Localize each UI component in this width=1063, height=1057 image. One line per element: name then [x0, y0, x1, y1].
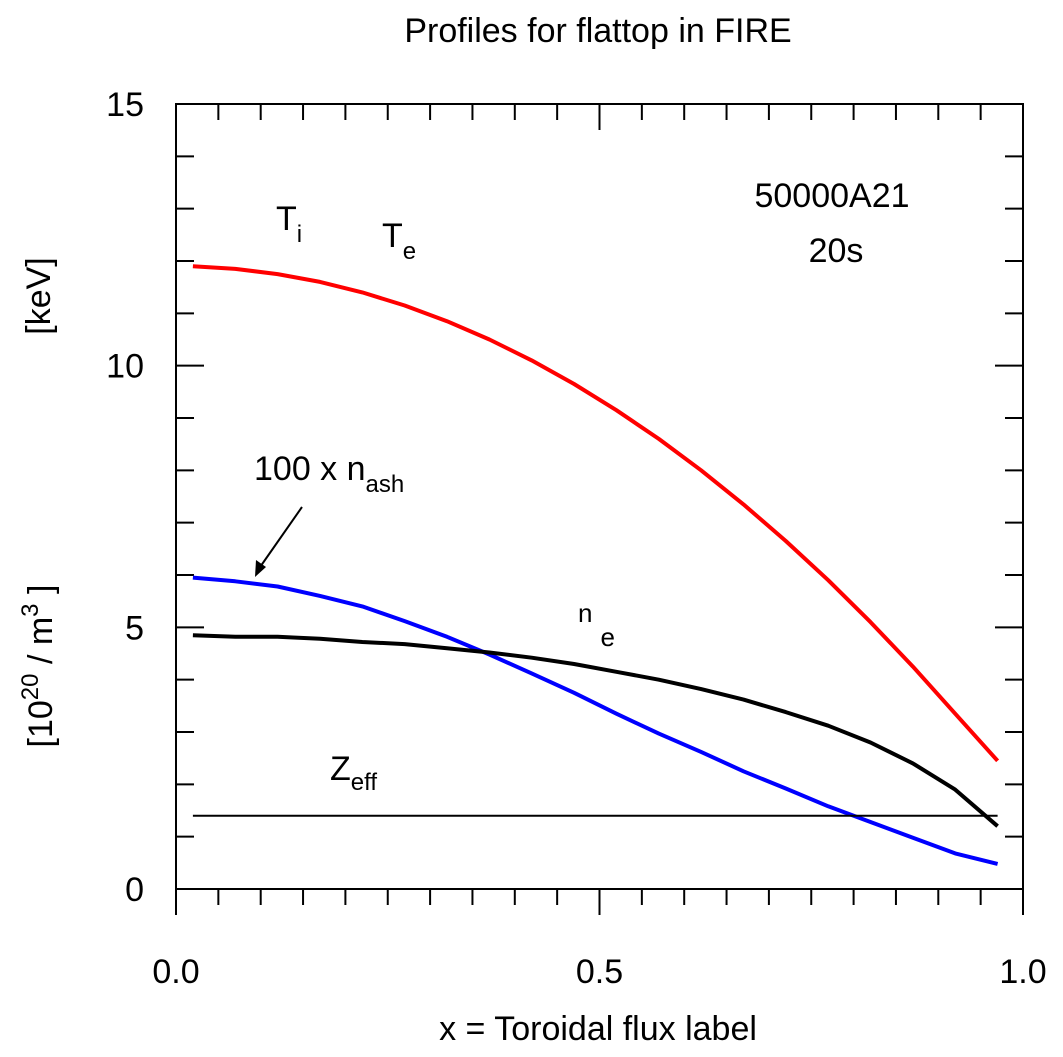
x-tick-label: 0.0 — [152, 953, 199, 991]
y-axis-label-kev: [keV] — [20, 257, 58, 334]
x-tick-label: 1.0 — [999, 953, 1046, 991]
label-nash-sub: ash — [366, 471, 405, 498]
series-line-T — [192, 264, 1000, 763]
label-zeff: Zeff — [330, 750, 377, 796]
density-label-end: ] — [22, 585, 60, 604]
nash-arrow-head — [255, 560, 266, 577]
label-ti: Ti — [276, 200, 302, 248]
series-layer — [192, 264, 1000, 866]
label-ti-sub: i — [297, 221, 302, 248]
y-tick-label: 0 — [125, 871, 144, 909]
y-axis-label-density: [1020 / m3 ] — [17, 585, 60, 748]
series-line-n_e — [192, 633, 999, 828]
label-ne: ne — [578, 598, 615, 652]
label-te: Te — [382, 217, 416, 265]
y-tick-label: 5 — [125, 609, 144, 647]
label-ne-main: n — [578, 598, 592, 628]
label-nash: 100 x nash — [254, 450, 404, 498]
chart-title: Profiles for flattop in FIRE — [404, 12, 791, 50]
density-label-exp: 20 — [17, 673, 44, 700]
series-line-n_ash — [192, 575, 999, 866]
x-axis-label: x = Toroidal flux label — [439, 1010, 757, 1048]
label-nash-main: 100 x n — [254, 450, 366, 488]
density-label-mid: / m — [22, 617, 60, 674]
label-zeff-main: Z — [330, 750, 351, 788]
y-tick-label: 15 — [106, 86, 144, 124]
axis-ticks — [175, 103, 1024, 915]
label-ti-main: T — [276, 200, 297, 238]
annotation-run-id: 50000A21 — [754, 177, 909, 215]
label-ne-sub: e — [600, 622, 614, 652]
annotation-time: 20s — [809, 232, 864, 270]
axis-tick-labels: 0.0 0.5 1.0 0 5 10 15 — [106, 86, 1046, 991]
nash-arrow-shaft — [257, 506, 303, 571]
label-zeff-sub: eff — [351, 769, 378, 796]
density-label-base: [10 — [22, 700, 60, 747]
y-tick-label: 10 — [106, 348, 144, 386]
label-te-sub: e — [403, 238, 416, 265]
density-label-exp2: 3 — [17, 603, 44, 616]
label-te-main: T — [382, 217, 403, 255]
x-tick-label: 0.5 — [576, 953, 623, 991]
plot-frame — [175, 103, 1024, 890]
